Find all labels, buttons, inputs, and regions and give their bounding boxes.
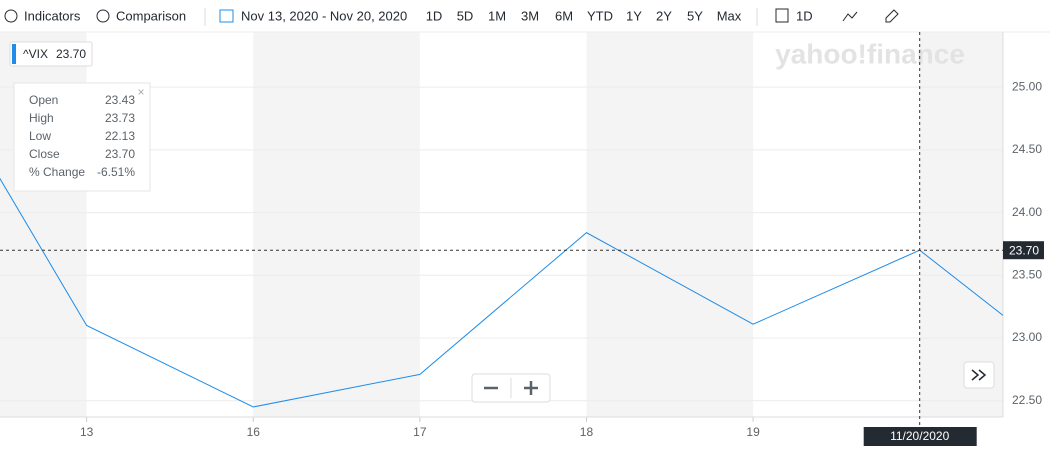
- tooltip-value: 23.73: [105, 111, 135, 125]
- price-line: [0, 177, 1003, 408]
- range-button[interactable]: 2Y: [656, 8, 672, 23]
- chart-type-icon[interactable]: [842, 11, 858, 22]
- x-tick-label: 13: [80, 425, 94, 439]
- interval-icon: [775, 8, 789, 23]
- date-range[interactable]: Nov 13, 2020 - Nov 20, 2020: [241, 8, 407, 23]
- interval-button[interactable]: 1D: [796, 8, 813, 23]
- calendar-icon: [219, 9, 234, 23]
- day-band: [586, 32, 754, 417]
- y-tick-label: 22.50: [1012, 393, 1042, 407]
- tooltip-label: Low: [29, 129, 51, 143]
- scroll-icon: [971, 369, 987, 381]
- zoom-in[interactable]: [524, 381, 538, 395]
- y-tick-label: 23.00: [1012, 330, 1042, 344]
- tooltip-label: Close: [29, 147, 60, 161]
- y-tick-label: 24.50: [1012, 142, 1042, 156]
- y-tick-label: 25.00: [1012, 79, 1042, 93]
- range-button[interactable]: 6M: [555, 8, 573, 23]
- tooltip-value: 23.70: [105, 147, 135, 161]
- icon: [4, 9, 18, 23]
- range-button[interactable]: 5D: [457, 8, 474, 23]
- legend-swatch: [12, 44, 16, 64]
- price-label: 23.70: [1009, 243, 1039, 257]
- x-tick-label: 17: [413, 425, 427, 439]
- day-band: [253, 32, 420, 417]
- range-button[interactable]: 1D: [426, 8, 443, 23]
- date-label: 11/20/2020: [890, 429, 949, 443]
- tooltip-close[interactable]: ×: [137, 85, 144, 99]
- icon: [96, 9, 110, 23]
- toolbar: Indicators Comparison Nov 13, 2020 - Nov…: [4, 8, 899, 26]
- indicators-button[interactable]: Indicators: [24, 8, 81, 23]
- range-button[interactable]: Max: [717, 8, 742, 23]
- tooltip-label: % Change: [29, 165, 85, 179]
- x-tick-label: 18: [580, 425, 594, 439]
- range-button[interactable]: 1M: [488, 8, 506, 23]
- tooltip-value: 22.13: [105, 129, 135, 143]
- legend-symbol: ^VIX: [23, 47, 48, 61]
- date-label-box: [863, 427, 977, 446]
- legend-price: 23.70: [56, 47, 86, 61]
- range-button[interactable]: 1Y: [626, 8, 642, 23]
- tooltip-value: 23.43: [105, 93, 135, 107]
- tooltip-label: High: [29, 111, 54, 125]
- range-button[interactable]: YTD: [587, 8, 613, 23]
- x-tick-label: 19: [746, 425, 760, 439]
- tooltip-label: Open: [29, 93, 58, 107]
- tooltip: [13, 82, 151, 192]
- draw-icon[interactable]: [885, 9, 899, 23]
- y-tick-label: 23.50: [1012, 267, 1042, 281]
- range-button[interactable]: 3M: [521, 8, 539, 23]
- tooltip-value: -6.51%: [97, 165, 135, 179]
- legend-box: [9, 41, 93, 67]
- price-label-box: [1003, 241, 1044, 260]
- x-tick-label: 16: [247, 425, 261, 439]
- y-tick-label: 24.00: [1012, 205, 1042, 219]
- comparison-button[interactable]: Comparison: [116, 8, 186, 23]
- range-button[interactable]: 5Y: [687, 8, 703, 23]
- watermark: yahoo!finance: [775, 38, 965, 69]
- day-band: [919, 32, 1003, 417]
